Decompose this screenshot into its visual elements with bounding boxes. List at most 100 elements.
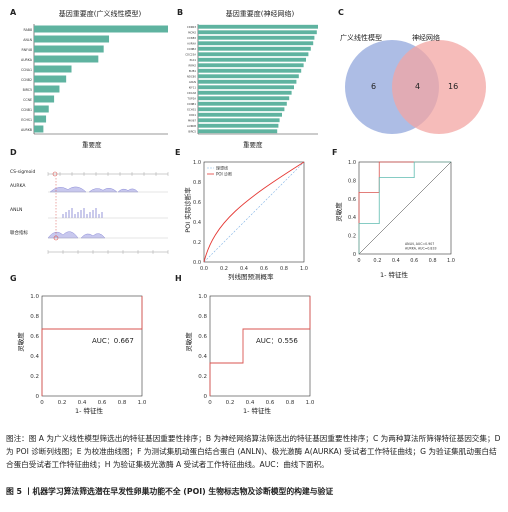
y-tick-label: 0 (36, 394, 40, 400)
nomogram-row-1: CS-sigmoid (10, 170, 36, 175)
total-marker (53, 235, 59, 241)
roc-curve (209, 296, 311, 396)
y-tick-label: 0.6 (193, 200, 201, 206)
bar-kif11 (198, 85, 294, 90)
gene-label: MCM2 (188, 30, 196, 34)
gene-label: CDKN3 (187, 25, 196, 29)
x-tick-label: 0.8 (280, 266, 288, 272)
y-tick-label: 0.2 (30, 374, 39, 380)
y-tick-label: 0.6 (198, 334, 207, 340)
panel-h-xlabel: 1- 特征性 (243, 407, 272, 415)
gene-label: CDC25A (185, 52, 196, 56)
density-shape (117, 188, 139, 193)
bar-aurkb (198, 123, 279, 128)
panel-b-xlabel: 重要度 (243, 141, 263, 149)
panel-a-letter: A (10, 8, 17, 17)
legend-anln: ANLN, AUC=0.907 (405, 242, 434, 246)
x-tick-label: 0.2 (220, 266, 228, 272)
gene-label: NDC80 (187, 74, 196, 78)
diagonal (358, 161, 452, 255)
bar-ccnb2 (198, 46, 311, 51)
gene-label: CDK1 (189, 113, 197, 117)
bar-birc5 (198, 129, 278, 134)
x-tick-label: 0 (357, 258, 360, 264)
bar-mcm2 (198, 30, 317, 35)
gene-label: CCNE (23, 98, 32, 102)
bar-cdc25a (198, 52, 309, 57)
y-tick-label: 0.0 (193, 260, 201, 266)
point-marker (52, 171, 58, 177)
x-tick-label: 0.6 (266, 400, 275, 406)
bar-ccne (34, 95, 55, 103)
gene-label: KIF11 (189, 85, 197, 89)
y-tick-label: 1.0 (198, 294, 207, 300)
x-tick-label: 0.4 (78, 400, 87, 406)
x-tick-label: 0.6 (410, 258, 418, 264)
bar-plk1 (198, 57, 306, 62)
bar-bub1 (198, 68, 302, 73)
panel-e-letter: E (175, 148, 181, 157)
roc-test-set: 00 0.2 0.2 0.4 0.4 0.6 0.6 0.8 0.8 1.0 1.0 ANLN, AU… (348, 160, 455, 264)
plot-frame (203, 161, 305, 263)
panel-g-ylabel: 灵敏度 (17, 332, 25, 352)
bar-cdkn3 (198, 24, 318, 29)
panel-g-xlabel: 1- 特征性 (75, 407, 104, 415)
panel-h-auc: AUC：0.556 (256, 337, 298, 345)
density-shape (88, 188, 118, 193)
gene-label: AURKB (187, 124, 196, 128)
gene-label: PLK1 (190, 58, 197, 62)
nomogram-row-3: ANLN (10, 208, 23, 213)
venn-diagram (345, 40, 486, 134)
y-tick-label: 1.0 (193, 160, 201, 166)
venn-left-label: 广义线性模型 (340, 34, 382, 42)
bar-ccne2 (198, 35, 315, 40)
gene-label: AURKB (21, 128, 32, 132)
x-tick-label: 0.2 (373, 258, 381, 264)
panel-f-xlabel: 1- 特征性 (380, 271, 409, 279)
gene-label: BIRC5 (23, 88, 32, 92)
ideal-line (203, 161, 305, 263)
x-tick-label: 0.8 (429, 258, 437, 264)
x-tick-label: 1.0 (306, 400, 315, 406)
y-tick-label: 1.0 (348, 160, 356, 166)
gene-label: MKI67 (188, 118, 196, 122)
panel-h-letter: H (175, 274, 182, 283)
panel-f-letter: F (332, 148, 338, 157)
roc-curve (41, 296, 143, 396)
gene-label: RAB8 (24, 28, 32, 32)
panel-a-title: 基因重要度(广义线性模型) (58, 10, 142, 18)
bar-echs1 (198, 107, 285, 112)
bar-ccna1 (34, 65, 72, 73)
venn-right-circle (392, 40, 486, 134)
y-tick-label: 0.8 (198, 314, 207, 320)
panel-b-letter: B (177, 8, 184, 17)
venn-left-count: 6 (371, 82, 377, 91)
gene-label: RNF48 (22, 48, 33, 52)
nomogram (47, 171, 169, 254)
density-shape (47, 231, 79, 239)
bar-top2a (198, 96, 290, 101)
x-tick-label: 0.2 (58, 400, 67, 406)
legend-ideal: 理想线 (216, 165, 228, 171)
gene-label: ECHS1 (187, 107, 196, 111)
y-tick-label: 0.2 (348, 234, 356, 240)
gene-label: CCNB1 (21, 108, 32, 112)
calibration-plot: 0.00.0 0.2 0.2 0.4 0.4 0.6 0.6 0.8 0.8 1.0 1.0 理想线P… (193, 160, 308, 272)
bar-cdca8 (198, 90, 292, 95)
x-tick-label: 0.4 (240, 266, 248, 272)
bar-ccnb1 (34, 105, 49, 113)
x-tick-label: 0.4 (392, 258, 400, 264)
gene-label: ANLN (189, 80, 196, 84)
gene-label: ECHS1 (21, 118, 32, 122)
x-tick-label: 0.8 (286, 400, 295, 406)
panel-e-xlabel: 列线图预测概率 (228, 273, 274, 281)
bar-aurka (34, 55, 99, 63)
x-tick-label: 0.6 (260, 266, 268, 272)
y-tick-label: 0 (353, 252, 356, 258)
gene-label: CCNB1 (187, 102, 196, 106)
x-tick-label: 1.0 (300, 266, 308, 272)
venn-both-count: 4 (415, 82, 421, 91)
gene-label: CCNA1 (21, 68, 32, 72)
panel-b-title: 基因重要度(神经网络) (225, 10, 295, 18)
bar-rrm2 (198, 63, 304, 68)
